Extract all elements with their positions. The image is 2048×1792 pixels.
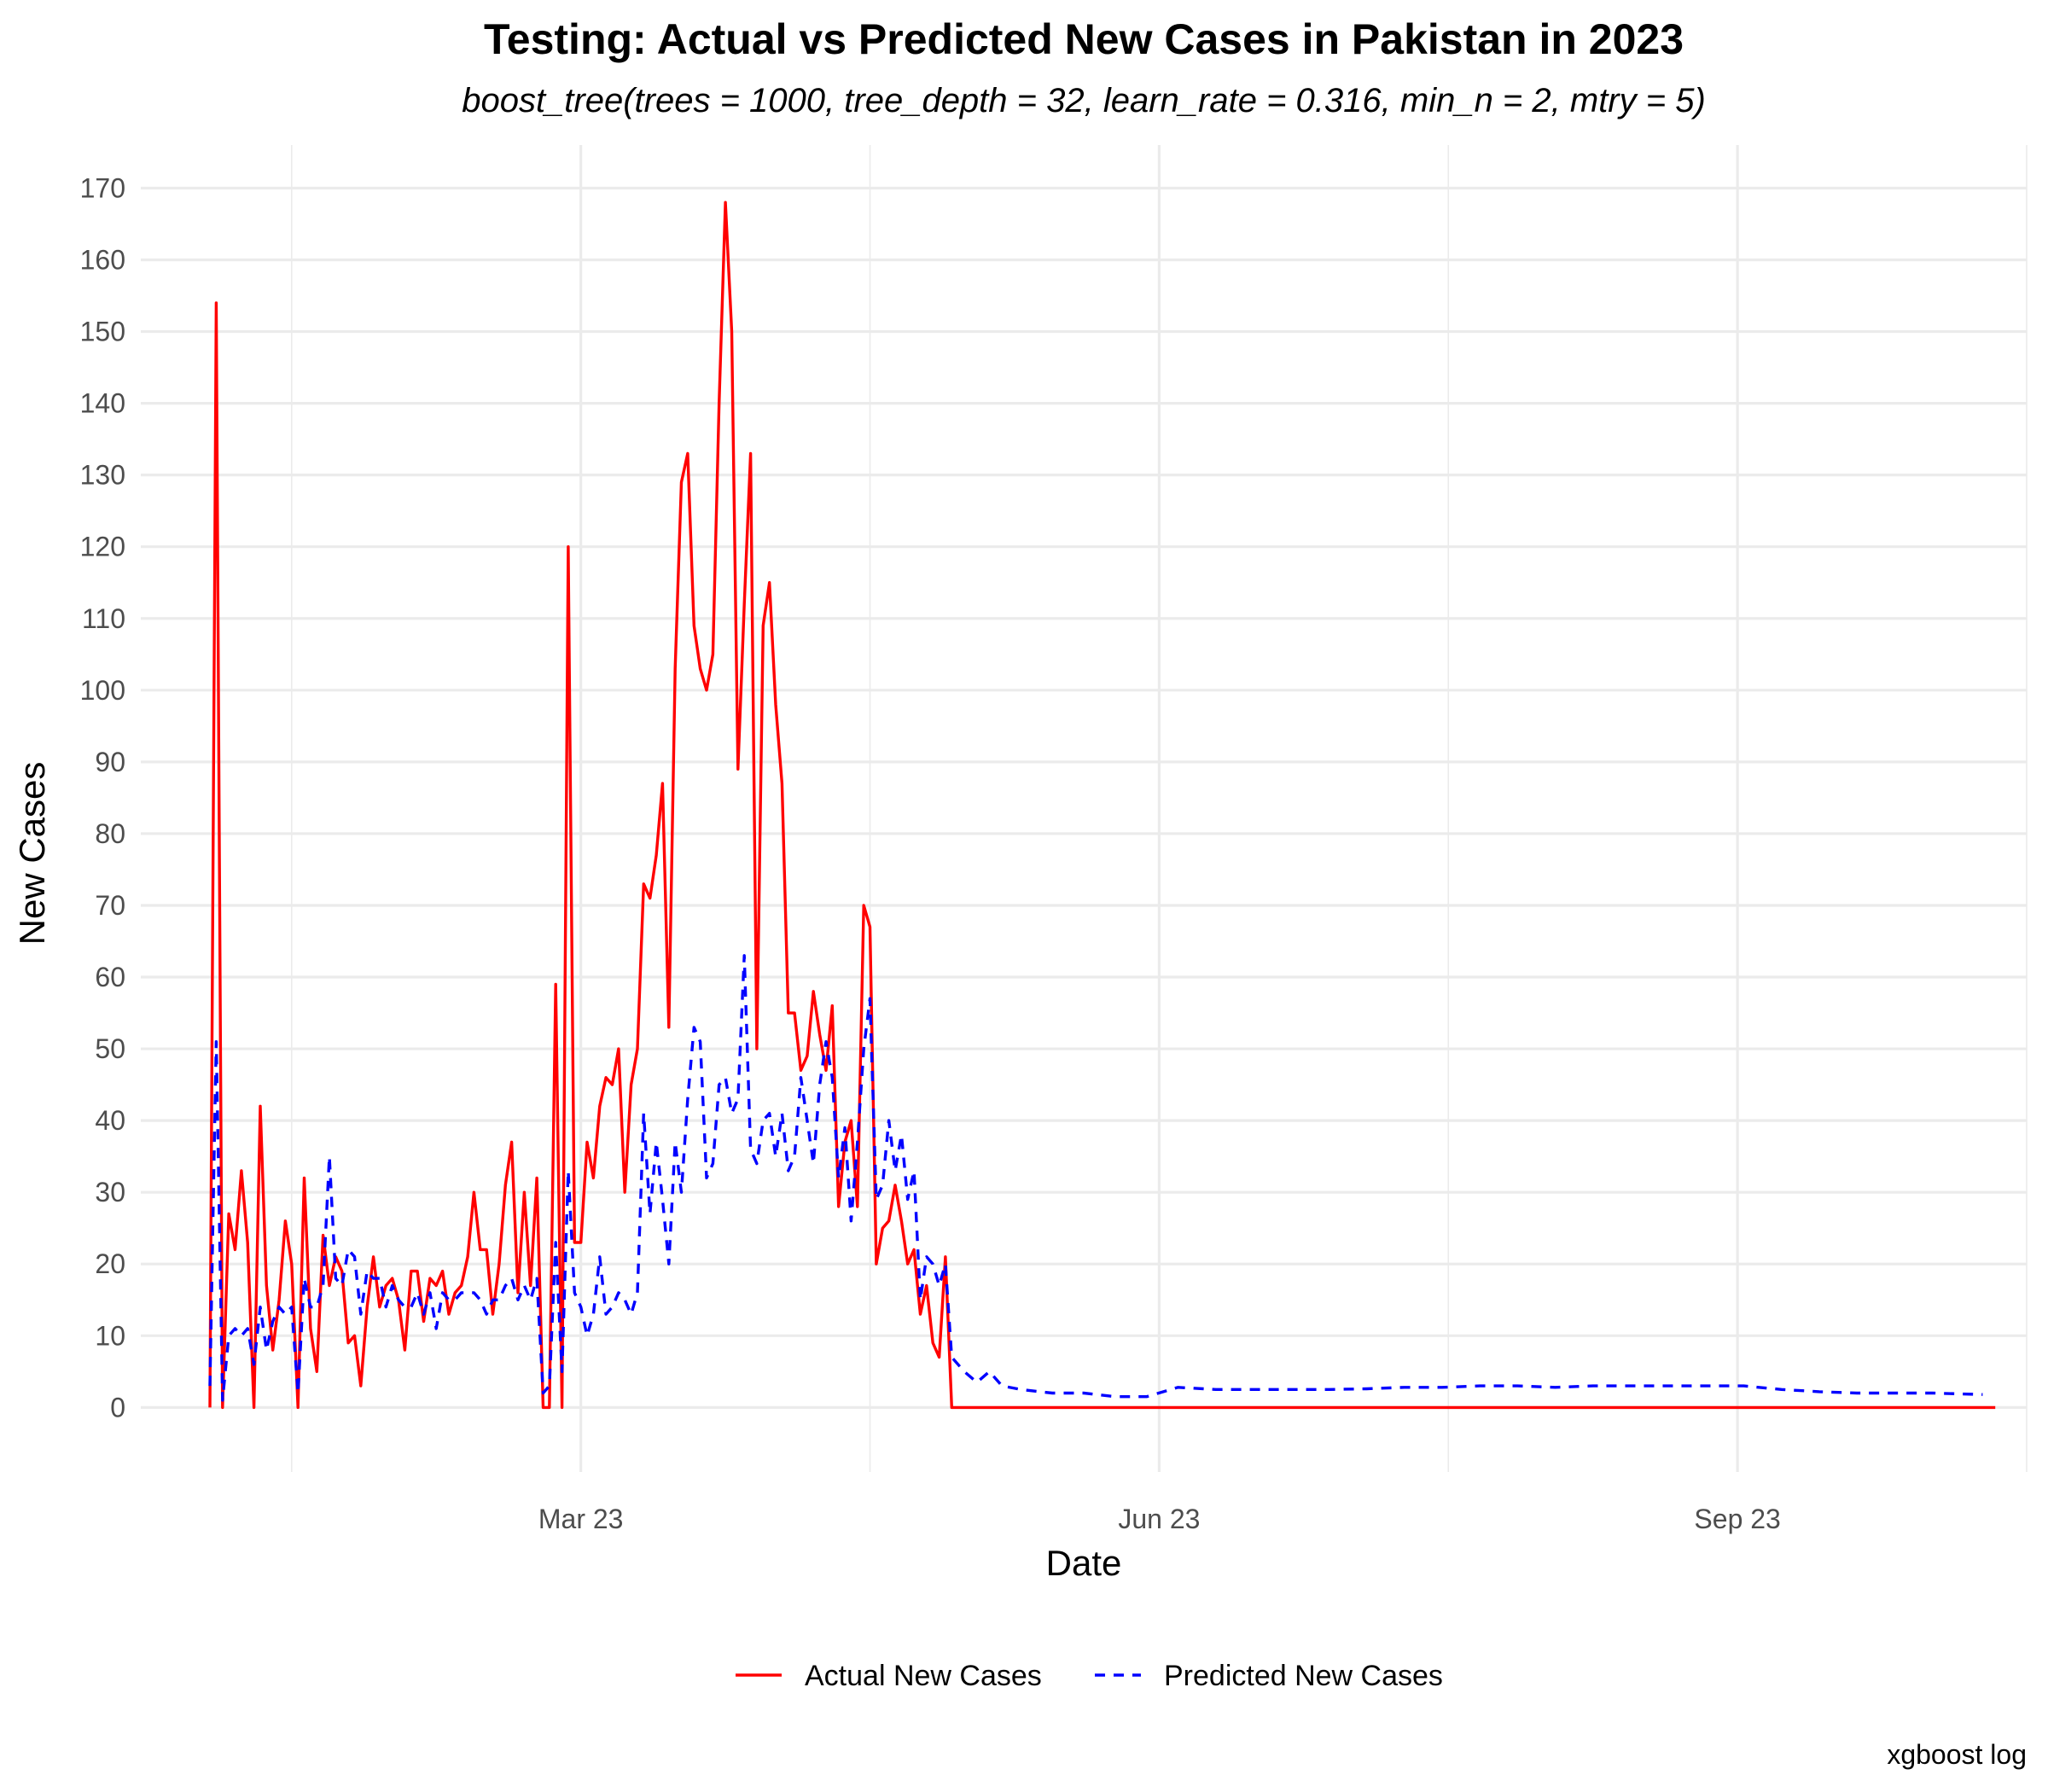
legend-label-predicted: Predicted New Cases (1164, 1660, 1443, 1692)
y-axis-ticks: 0 10 20 30 40 50 60 70 80 90 100 110 120 130 140 150 160… (80, 172, 125, 1423)
chart-caption: xgboost log (1887, 1739, 2027, 1770)
y-tick-label: 170 (80, 172, 125, 203)
y-tick-label: 60 (95, 962, 125, 992)
y-tick-label: 160 (80, 244, 125, 275)
y-tick-label: 120 (80, 532, 125, 562)
x-axis-title: Date (1046, 1543, 1122, 1583)
y-tick-label: 130 (80, 460, 125, 491)
y-tick-label: 50 (95, 1033, 125, 1064)
x-tick-label: Mar 23 (538, 1504, 624, 1534)
series-line-predicted (208, 954, 1983, 1402)
y-tick-label: 20 (95, 1248, 125, 1279)
series (208, 201, 1996, 1410)
y-tick-label: 140 (80, 388, 125, 419)
y-tick-label: 40 (95, 1105, 125, 1136)
y-tick-label: 90 (95, 747, 125, 777)
x-tick-label: Jun 23 (1118, 1504, 1200, 1534)
legend-label-actual: Actual New Cases (805, 1660, 1042, 1692)
y-tick-label: 0 (110, 1392, 125, 1423)
y-tick-label: 80 (95, 818, 125, 849)
y-tick-label: 70 (95, 890, 125, 921)
y-tick-label: 110 (82, 603, 125, 634)
y-tick-label: 150 (80, 317, 125, 347)
y-tick-label: 100 (80, 675, 125, 706)
grid (141, 145, 2028, 1472)
x-tick-label: Sep 23 (1694, 1504, 1780, 1534)
legend: Actual New Cases Predicted New Cases (736, 1660, 1443, 1692)
chart-title: Testing: Actual vs Predicted New Cases i… (484, 15, 1684, 63)
x-axis-ticks: Mar 23 Jun 23 Sep 23 (538, 1504, 1781, 1534)
y-tick-label: 10 (95, 1320, 125, 1351)
y-axis-title: New Cases (12, 762, 52, 945)
chart-subtitle: boost_tree(trees = 1000, tree_depth = 32… (462, 82, 1706, 119)
y-tick-label: 30 (95, 1177, 125, 1207)
